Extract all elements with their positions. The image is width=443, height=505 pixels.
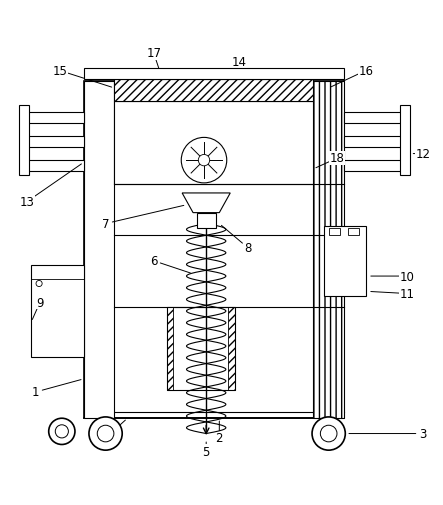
Circle shape: [320, 425, 337, 442]
Text: 1: 1: [32, 386, 39, 398]
Text: 8: 8: [244, 242, 252, 255]
Circle shape: [181, 138, 227, 183]
Circle shape: [55, 425, 68, 438]
Bar: [344, 113, 405, 124]
Text: 10: 10: [400, 270, 415, 283]
Bar: [344, 137, 405, 148]
Bar: [23, 161, 84, 172]
Bar: [324, 226, 366, 296]
Text: 17: 17: [146, 47, 161, 60]
Circle shape: [312, 417, 345, 450]
Bar: [19, 106, 29, 176]
Bar: [348, 228, 359, 235]
Text: 9: 9: [36, 296, 44, 309]
Bar: [329, 228, 340, 235]
Bar: [167, 307, 235, 390]
Bar: [114, 80, 313, 102]
Bar: [84, 82, 114, 419]
Text: 18: 18: [330, 152, 345, 165]
Bar: [400, 106, 410, 176]
Bar: [23, 113, 84, 124]
Bar: [344, 161, 405, 172]
Text: 15: 15: [52, 65, 67, 78]
Text: 4: 4: [102, 432, 109, 444]
Bar: [167, 307, 173, 390]
Circle shape: [89, 417, 122, 450]
Bar: [23, 137, 84, 148]
Text: 6: 6: [150, 255, 157, 268]
Text: 13: 13: [19, 196, 34, 209]
Text: 12: 12: [415, 148, 430, 161]
Circle shape: [97, 425, 114, 442]
Circle shape: [198, 155, 210, 167]
Bar: [228, 307, 235, 390]
Text: 16: 16: [358, 65, 373, 78]
Polygon shape: [182, 193, 230, 213]
Text: 5: 5: [202, 445, 210, 458]
Text: 3: 3: [419, 427, 427, 440]
Text: 2: 2: [216, 432, 223, 444]
Bar: [84, 69, 344, 80]
Text: 11: 11: [400, 287, 415, 300]
Bar: [31, 266, 84, 357]
Circle shape: [36, 281, 42, 287]
Bar: [197, 213, 216, 228]
Circle shape: [49, 419, 75, 444]
Text: 14: 14: [232, 56, 246, 69]
Bar: [114, 102, 313, 185]
Text: 7: 7: [102, 218, 109, 231]
Bar: [84, 82, 344, 419]
Bar: [313, 82, 344, 419]
